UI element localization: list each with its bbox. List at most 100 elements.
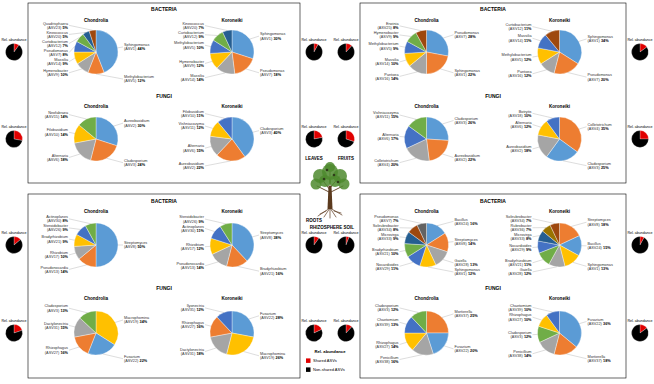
leader-line xyxy=(579,322,586,324)
data-label: 18% xyxy=(273,73,281,77)
data-label: 12% xyxy=(196,308,204,312)
data-label: 5% xyxy=(63,26,69,30)
leader-line xyxy=(400,262,414,266)
slice-label-line: (ASV37) xyxy=(588,359,603,363)
panel-box xyxy=(360,3,626,183)
slice-label-line: (ASV8) xyxy=(588,223,601,227)
pie-slice xyxy=(550,223,559,245)
shared-asv-pie: Rel. abundance xyxy=(1,231,26,254)
tree-fruit xyxy=(333,174,336,177)
slice-label: Erwinia(ASV25) xyxy=(377,22,399,30)
slice-label: Alternaria(ASV6) xyxy=(377,133,399,141)
pie-slice xyxy=(306,131,323,148)
shared-asv-pie: Rel. abundance xyxy=(301,231,326,254)
data-label: 12% xyxy=(391,308,399,312)
data-label: 26% xyxy=(276,356,284,360)
panel-box xyxy=(360,194,626,378)
data-label: 15% xyxy=(603,246,611,250)
leader-line xyxy=(573,262,587,266)
pie-slice xyxy=(74,245,96,259)
pie-title: Chondrolia xyxy=(414,104,439,109)
leader-line xyxy=(533,267,557,272)
leader-line xyxy=(533,247,538,248)
pie-slice xyxy=(220,223,232,245)
data-label: 14% xyxy=(391,345,399,349)
tree xyxy=(311,162,350,218)
shared-asv-pie: Rel. abundance xyxy=(1,125,26,148)
shared-pie-title: Rel. abundance xyxy=(627,231,652,235)
data-label: 9% xyxy=(63,62,69,66)
slice-label-line: (ASV31) xyxy=(181,352,196,356)
pie-chart: KoroneikiCurtobacterium(ASV12)11%Massili… xyxy=(502,18,613,82)
shared-asv-pie: Rel. abundance xyxy=(333,231,358,254)
slice-label: Pseudomonas(ASV7) xyxy=(455,31,479,39)
slice-label: Massilia(ASV14) xyxy=(375,58,399,66)
pie-slice xyxy=(210,52,232,68)
pie-slice xyxy=(85,223,96,245)
legend-swatch xyxy=(306,358,311,363)
data-label: 18% xyxy=(601,223,609,227)
organ-label: ROOTS xyxy=(306,218,322,223)
data-label: 35% xyxy=(601,127,609,131)
slice-label: Cladosporium(ASV3) xyxy=(375,304,398,312)
data-label: 14% xyxy=(468,242,476,246)
leader-line xyxy=(533,147,540,149)
slice-label-line: (ASV5) xyxy=(510,58,523,62)
slice-label: Curtobacterium(ASV12) xyxy=(506,23,532,31)
leader-line xyxy=(107,158,123,162)
slice-label: Pantoea(ASV16) xyxy=(508,70,532,78)
slice-label: Penicillium(ASV38) xyxy=(508,350,531,358)
slice-label: Fusarium(ASV22) xyxy=(455,345,471,353)
leader-line xyxy=(533,350,546,354)
leader-line xyxy=(400,35,411,36)
slice-label-line: (ASV34) xyxy=(510,219,525,223)
data-label: 9% xyxy=(393,237,399,241)
slice-label: Methylobacterium(ASV5) xyxy=(174,41,204,49)
data-label: 15% xyxy=(391,115,399,119)
tree-root xyxy=(330,208,331,218)
leader-line xyxy=(205,61,212,63)
slice-label-line: (ASV6) xyxy=(377,137,390,141)
pie-labels: Steroidobacter(ASV26)9%Actinoplanes(ASV3… xyxy=(177,215,287,275)
slice-label: Macrophomina(ASV19) xyxy=(260,352,286,360)
slice-label-line: (ASV20) xyxy=(47,35,62,39)
slice-label-line: (ASV17) xyxy=(45,255,60,259)
slice-label: Aureobasidium(ASV2) xyxy=(506,145,531,153)
slice-label-line: (ASV5) xyxy=(380,47,393,51)
leader-line xyxy=(69,37,79,43)
slice-label: Pseudomonas(ASV7) xyxy=(588,73,612,81)
pie-chart: KoroneikiSteroidobacter(ASV26)9%Actinopl… xyxy=(177,209,287,276)
pie-slice xyxy=(427,52,449,74)
slice-label: Fusarium(ASV22) xyxy=(124,355,140,363)
slice-label: Aureobasidium(ASV2) xyxy=(179,162,204,170)
organ-label: FRUITS xyxy=(338,156,354,161)
slice-label: Steroidobacter(ASV26) xyxy=(179,215,204,223)
slice-label-line: (ASV27) xyxy=(45,351,60,355)
data-label: 7% xyxy=(526,219,532,223)
data-label: 10% xyxy=(524,114,532,118)
slice-label-line: (ASV21) xyxy=(375,252,390,256)
leader-line xyxy=(428,267,454,272)
slice-label-line: (ASV17) xyxy=(181,247,196,251)
data-label: 12% xyxy=(524,74,532,78)
slice-label-line: (ASV24) xyxy=(455,222,470,226)
pie-labels: Pseudomonas(ASV7)7%Solirubrobacter(ASV34… xyxy=(372,215,480,277)
leader-line xyxy=(205,219,226,224)
leader-line xyxy=(250,36,259,39)
data-label: 10% xyxy=(524,318,532,322)
slice-label-line: (ASV6) xyxy=(183,149,196,153)
slice-label: Solirubrobacter(ASV34) xyxy=(373,224,399,232)
slice-label-line: (ASV2) xyxy=(183,166,196,170)
leader-line xyxy=(69,132,75,133)
slice-label-line: (ASV20) xyxy=(183,26,198,30)
slice-label-line: (ASV33) xyxy=(510,237,525,241)
data-label: 22% xyxy=(468,158,476,162)
slice-label: Fusarium(ASV22) xyxy=(588,318,604,326)
data-label: 10% xyxy=(391,62,399,66)
data-label: 50% xyxy=(137,245,145,249)
leader-line xyxy=(205,262,218,266)
data-label: 12% xyxy=(196,126,204,130)
data-label: 13% xyxy=(391,323,399,327)
slice-label: Massilia(ASV14) xyxy=(47,58,69,66)
data-label: 30% xyxy=(137,124,145,128)
